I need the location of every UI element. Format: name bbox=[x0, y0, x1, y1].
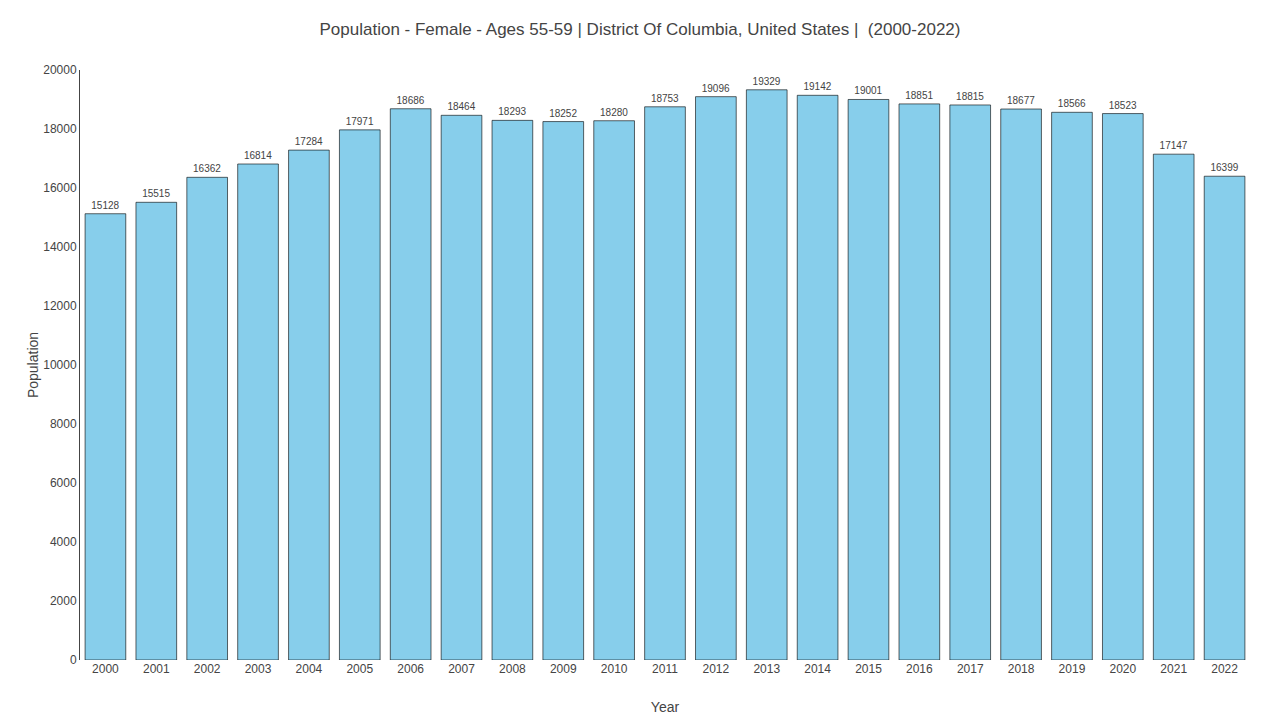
svg-text:Population - Female - Ages 55-: Population - Female - Ages 55-59 | Distr… bbox=[320, 20, 961, 39]
svg-text:2005: 2005 bbox=[346, 662, 373, 676]
svg-text:2006: 2006 bbox=[397, 662, 424, 676]
svg-text:18000: 18000 bbox=[43, 122, 77, 136]
svg-text:15515: 15515 bbox=[142, 188, 170, 199]
svg-text:0: 0 bbox=[70, 653, 77, 667]
svg-text:2007: 2007 bbox=[448, 662, 475, 676]
svg-text:14000: 14000 bbox=[43, 240, 77, 254]
svg-text:2020: 2020 bbox=[1109, 662, 1136, 676]
svg-text:18851: 18851 bbox=[905, 90, 933, 101]
svg-text:2002: 2002 bbox=[194, 662, 221, 676]
svg-text:19142: 19142 bbox=[803, 81, 831, 92]
svg-text:Population: Population bbox=[25, 332, 41, 398]
svg-text:2016: 2016 bbox=[906, 662, 933, 676]
svg-text:18677: 18677 bbox=[1007, 95, 1035, 106]
svg-text:18252: 18252 bbox=[549, 108, 577, 119]
svg-text:2015: 2015 bbox=[855, 662, 882, 676]
svg-text:16000: 16000 bbox=[43, 181, 77, 195]
svg-text:4000: 4000 bbox=[50, 535, 77, 549]
svg-text:2009: 2009 bbox=[550, 662, 577, 676]
svg-text:19001: 19001 bbox=[854, 85, 882, 96]
svg-text:2003: 2003 bbox=[245, 662, 272, 676]
svg-text:16814: 16814 bbox=[244, 150, 272, 161]
svg-text:Year: Year bbox=[651, 699, 680, 715]
svg-text:6000: 6000 bbox=[50, 476, 77, 490]
svg-text:18815: 18815 bbox=[956, 91, 984, 102]
svg-text:2010: 2010 bbox=[601, 662, 628, 676]
svg-text:2014: 2014 bbox=[804, 662, 831, 676]
svg-text:15128: 15128 bbox=[91, 200, 119, 211]
svg-text:2011: 2011 bbox=[652, 662, 678, 676]
svg-text:2017: 2017 bbox=[957, 662, 984, 676]
svg-text:8000: 8000 bbox=[50, 417, 77, 431]
svg-text:2008: 2008 bbox=[499, 662, 526, 676]
svg-text:12000: 12000 bbox=[43, 299, 77, 313]
svg-text:18686: 18686 bbox=[397, 95, 425, 106]
svg-text:2000: 2000 bbox=[92, 662, 119, 676]
svg-text:18293: 18293 bbox=[498, 106, 526, 117]
svg-text:2013: 2013 bbox=[753, 662, 780, 676]
svg-text:2012: 2012 bbox=[703, 662, 730, 676]
svg-text:2004: 2004 bbox=[296, 662, 323, 676]
svg-text:18566: 18566 bbox=[1058, 98, 1086, 109]
svg-text:17147: 17147 bbox=[1160, 140, 1188, 151]
svg-text:19329: 19329 bbox=[753, 76, 781, 87]
svg-text:18753: 18753 bbox=[651, 93, 679, 104]
svg-text:10000: 10000 bbox=[43, 358, 77, 372]
svg-text:2021: 2021 bbox=[1160, 662, 1187, 676]
svg-text:2019: 2019 bbox=[1059, 662, 1086, 676]
svg-text:17284: 17284 bbox=[295, 136, 323, 147]
svg-text:17971: 17971 bbox=[346, 116, 374, 127]
svg-text:18523: 18523 bbox=[1109, 100, 1137, 111]
svg-text:16399: 16399 bbox=[1210, 162, 1238, 173]
svg-text:2001: 2001 bbox=[143, 662, 170, 676]
svg-text:18280: 18280 bbox=[600, 107, 628, 118]
svg-text:18464: 18464 bbox=[447, 101, 475, 112]
svg-text:2018: 2018 bbox=[1008, 662, 1035, 676]
svg-text:20000: 20000 bbox=[43, 63, 77, 77]
svg-text:16362: 16362 bbox=[193, 163, 221, 174]
svg-text:2022: 2022 bbox=[1211, 662, 1238, 676]
svg-text:19096: 19096 bbox=[702, 83, 730, 94]
svg-text:2000: 2000 bbox=[50, 594, 77, 608]
